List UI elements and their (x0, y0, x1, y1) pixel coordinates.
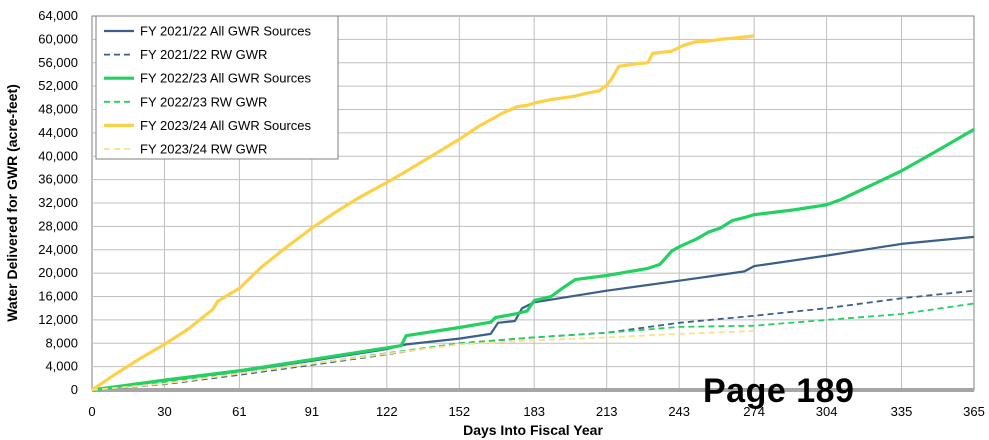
y-tick-label: 36,000 (38, 172, 78, 187)
y-axis-tick-labels: 0 4,000 8,000 12,000 16,000 20,000 24,000 28,00… (38, 8, 78, 397)
x-axis-title: Days Into Fiscal Year (463, 422, 603, 438)
y-tick-label: 24,000 (38, 242, 78, 257)
x-tick-label: 335 (891, 404, 913, 419)
y-tick-label: 60,000 (38, 31, 78, 46)
x-tick-label: 30 (157, 404, 171, 419)
series-lines (91, 34, 975, 392)
y-axis-title: Water Delivered for GWR (acre-feet) (4, 84, 20, 322)
y-tick-label: 4,000 (45, 359, 78, 374)
x-tick-label: 61 (232, 404, 246, 419)
x-tick-label: 91 (305, 404, 319, 419)
legend-label: FY 2022/23 RW GWR (140, 94, 267, 109)
y-tick-label: 40,000 (38, 148, 78, 163)
series-line-5 (91, 34, 755, 392)
x-tick-label: 213 (596, 404, 618, 419)
x-tick-label: 152 (448, 404, 470, 419)
y-tick-label: 48,000 (38, 102, 78, 117)
legend-label: FY 2023/24 RW GWR (140, 142, 267, 157)
x-tick-label: 0 (88, 404, 95, 419)
y-tick-label: 20,000 (38, 265, 78, 280)
legend-label: FY 2021/22 RW GWR (140, 47, 267, 62)
y-tick-label: 56,000 (38, 55, 78, 70)
legend-label: FY 2022/23 All GWR Sources (140, 71, 312, 86)
x-tick-label: 122 (376, 404, 398, 419)
legend-label: FY 2021/22 All GWR Sources (140, 24, 312, 39)
series-line-4 (91, 302, 975, 391)
y-tick-label: 52,000 (38, 78, 78, 93)
legend-entries: FY 2021/22 All GWR Sources FY 2021/22 RW … (104, 24, 312, 157)
x-tick-label: 183 (523, 404, 545, 419)
x-tick-label: 243 (668, 404, 690, 419)
y-tick-label: 64,000 (38, 8, 78, 23)
page-number-label: Page 189 (703, 372, 855, 410)
y-tick-label: 44,000 (38, 125, 78, 140)
legend-box (95, 15, 339, 160)
x-tick-label: 274 (743, 404, 765, 419)
x-tick-label: 304 (816, 404, 838, 419)
legend: FY 2021/22 All GWR Sources FY 2021/22 RW … (95, 15, 339, 160)
y-tick-label: 28,000 (38, 218, 78, 233)
legend-label: FY 2023/24 All GWR Sources (140, 118, 312, 133)
series-line-3 (91, 128, 975, 392)
y-tick-label: 16,000 (38, 289, 78, 304)
y-tick-label: 32,000 (38, 195, 78, 210)
x-tick-label: 365 (963, 404, 985, 419)
series-line-6 (91, 330, 755, 391)
x-axis-tick-labels: 0 30 61 91 122 152 183 213 243 274 304 335 365 (88, 404, 984, 419)
y-tick-label: 8,000 (45, 335, 78, 350)
y-tick-label: 0 (71, 382, 78, 397)
y-tick-label: 12,000 (38, 312, 78, 327)
